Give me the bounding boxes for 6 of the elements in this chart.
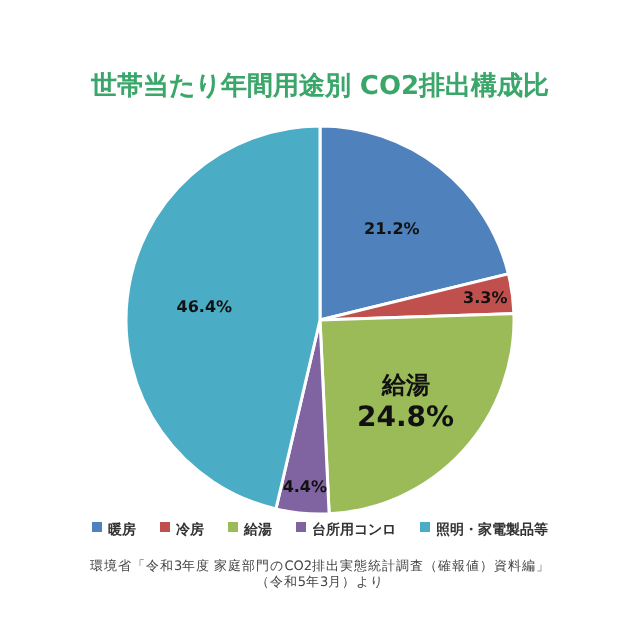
data-label: 給湯 24.8%: [356, 371, 455, 434]
data-label: 21.2%: [364, 220, 420, 239]
data-label: 46.4%: [176, 298, 233, 317]
chart-title: 世帯当たり年間用途別 CO2排出構成比: [88, 72, 550, 102]
data-label: 4.4%: [282, 477, 328, 496]
data-label: 3.3%: [463, 288, 508, 307]
